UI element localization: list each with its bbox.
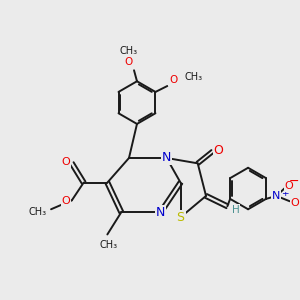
Text: O: O [214, 143, 224, 157]
Text: O: O [61, 196, 70, 206]
Text: N: N [156, 206, 165, 219]
Text: H: H [232, 205, 239, 215]
Text: O: O [285, 181, 293, 191]
Text: −: − [289, 175, 299, 188]
Text: O: O [291, 198, 299, 208]
Text: CH₃: CH₃ [120, 46, 138, 56]
Text: N: N [162, 152, 171, 164]
Text: O: O [124, 57, 133, 67]
Text: CH₃: CH₃ [28, 207, 46, 217]
Text: S: S [176, 211, 184, 224]
Text: N: N [272, 191, 281, 201]
Text: CH₃: CH₃ [184, 71, 202, 82]
Text: O: O [169, 75, 177, 85]
Text: CH₃: CH₃ [100, 240, 118, 250]
Text: +: + [281, 189, 289, 198]
Text: O: O [61, 157, 70, 167]
